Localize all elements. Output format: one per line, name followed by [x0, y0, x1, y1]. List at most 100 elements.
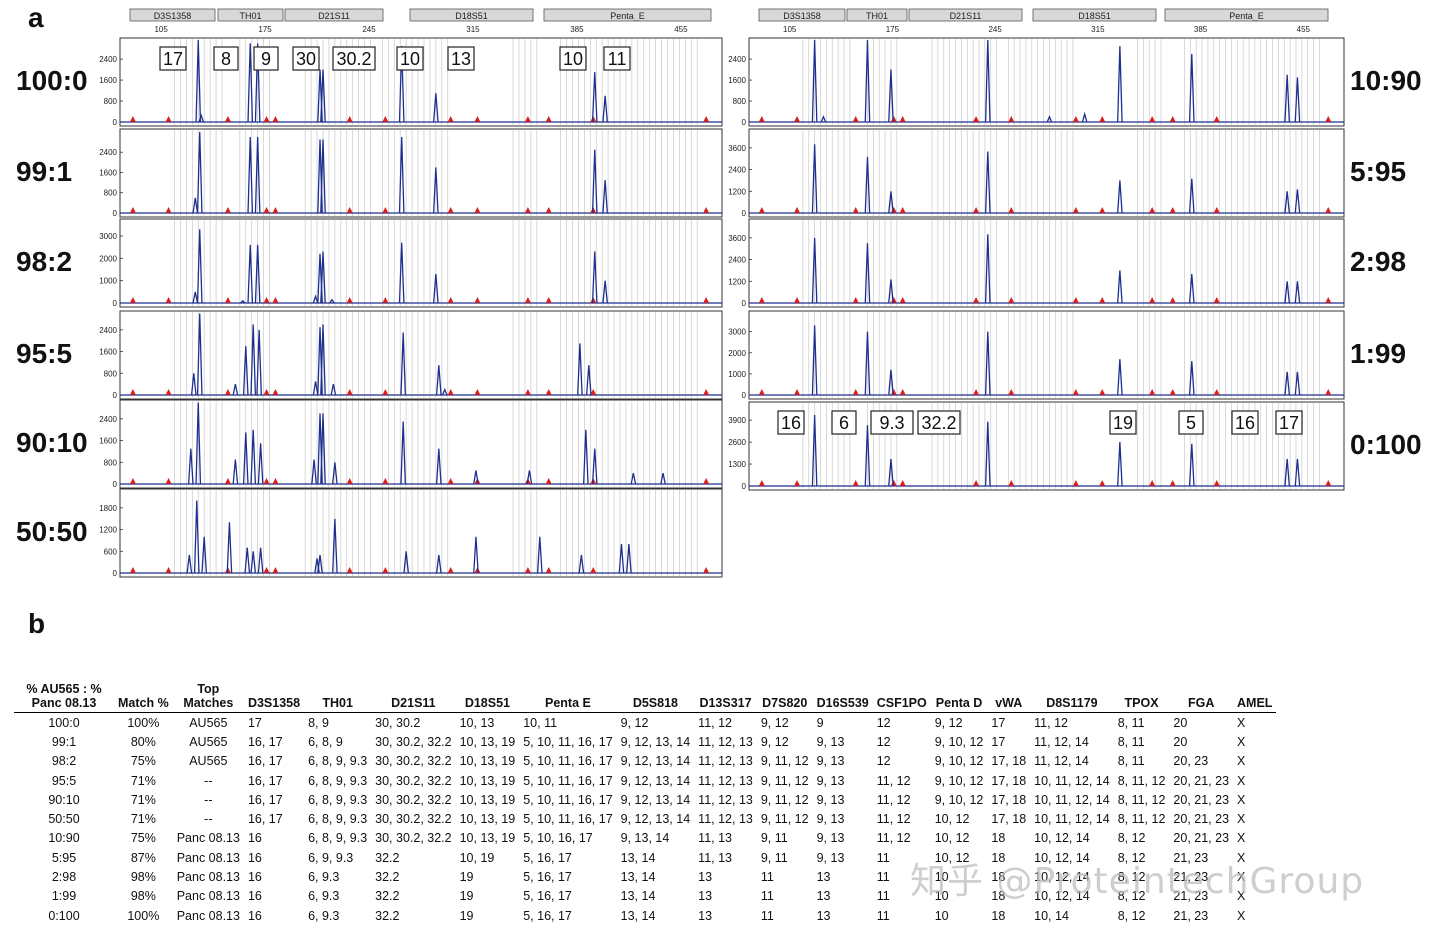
size-standard-marker: [794, 207, 801, 213]
table-cell: 100%: [127, 715, 160, 730]
size-standard-marker: [165, 207, 172, 213]
size-standard-marker: [447, 478, 454, 484]
size-standard-marker: [1149, 297, 1156, 303]
table-cell: 75%: [130, 831, 156, 846]
peak: [591, 72, 598, 123]
peak: [242, 432, 249, 485]
size-standard-marker: [1213, 297, 1220, 303]
peak: [1188, 53, 1195, 123]
table-row: 50:50 71% -- 16, 17 6, 8, 9, 9.3 30, 30.2, 32…: [14, 809, 1276, 828]
table-cell: 2:98: [51, 870, 77, 885]
size-standard-marker: [129, 567, 136, 573]
y-tick-label: 1200: [728, 187, 746, 196]
peak: [398, 242, 405, 304]
peak: [473, 470, 479, 485]
peak: [591, 448, 598, 485]
table-cell: Panc 08.13: [176, 870, 240, 885]
table-cell: 9, 13: [816, 754, 845, 769]
table-cell: 13: [698, 889, 713, 904]
peak: [435, 365, 442, 396]
size-standard-marker: [346, 478, 353, 484]
size-standard-marker: [474, 207, 481, 213]
peak: [247, 136, 254, 214]
table-cell: 10, 13, 19: [459, 734, 516, 749]
table-column-header: D13S317: [694, 682, 757, 713]
size-standard-marker: [346, 567, 353, 573]
table-cell: 9, 13: [816, 831, 845, 846]
table-cell: 20, 21, 23: [1173, 812, 1230, 827]
peak: [232, 459, 239, 485]
table-cell: 5, 10, 16, 17: [523, 831, 593, 846]
size-standard-marker: [524, 116, 531, 122]
electropherogram-panel: 0 1300 2600 3900 16 6 9.3 32.2 19 5 16 17: [728, 401, 1345, 491]
size-standard-marker: [545, 567, 552, 573]
peak: [591, 149, 598, 214]
y-tick-label: 3000: [99, 232, 117, 241]
table-cell: 18: [991, 850, 1006, 865]
peak: [435, 448, 442, 485]
size-standard-marker: [545, 116, 552, 122]
table-cell: 13, 14: [620, 870, 656, 885]
size-standard-marker: [973, 297, 980, 303]
peak: [320, 139, 326, 214]
peak: [630, 473, 637, 485]
table-cell: 100%: [127, 908, 160, 923]
table-cell: 10, 12, 14: [1034, 870, 1090, 885]
peak: [1284, 371, 1291, 396]
panel-frame: [748, 128, 1345, 218]
peak: [398, 136, 405, 214]
table-cell: 8, 12: [1117, 889, 1146, 904]
table-column-header: TPOX: [1113, 682, 1170, 713]
size-standard-marker: [1169, 389, 1176, 395]
size-standard-marker: [852, 297, 859, 303]
size-standard-marker: [794, 480, 801, 486]
table-cell: 10, 12, 14: [1034, 889, 1090, 904]
peak: [398, 45, 405, 123]
table-cell: X: [1237, 889, 1246, 904]
peak: [196, 229, 203, 304]
x-tick-label: 175: [886, 25, 900, 34]
y-tick-label: 1000: [728, 370, 746, 379]
size-standard-marker: [129, 116, 136, 122]
table-cell: 18: [991, 908, 1006, 923]
y-tick-label: 0: [113, 299, 118, 308]
size-standard-marker: [524, 297, 531, 303]
peak: [888, 369, 894, 396]
y-tick-label: 2400: [728, 256, 746, 265]
size-standard-marker: [1213, 116, 1220, 122]
locus-label: TH01: [239, 11, 261, 21]
table-column-header: D21S11: [371, 682, 456, 713]
allele-label: 16: [781, 413, 801, 433]
size-standard-marker: [794, 116, 801, 122]
table-column-header: D8S1179: [1030, 682, 1114, 713]
allele-label: 8: [221, 49, 231, 69]
table-cell: 32.2: [375, 850, 400, 865]
mixture-ratio-label: 100:0: [16, 65, 88, 96]
table-row: 90:10 71% -- 16, 17 6, 8, 9, 9.3 30, 30.2, 32…: [14, 790, 1276, 809]
peak: [1284, 191, 1291, 214]
table-cell: 10, 11: [523, 715, 558, 730]
size-standard-marker: [758, 389, 765, 395]
table-cell: 17, 18: [991, 812, 1027, 827]
table-cell: 20: [1173, 715, 1188, 730]
peak: [1117, 180, 1123, 214]
allele-label-box: [1109, 410, 1137, 435]
table-cell: 10, 13, 19: [459, 831, 516, 846]
table-cell: 11, 13: [698, 831, 732, 846]
peak: [1284, 74, 1291, 123]
size-standard-marker: [852, 480, 859, 486]
size-standard-marker: [224, 478, 231, 484]
peak: [312, 381, 319, 396]
table-cell: 9, 12, 13, 14: [620, 792, 691, 807]
size-standard-marker: [794, 297, 801, 303]
size-standard-marker: [129, 207, 136, 213]
locus-box: [1032, 8, 1157, 22]
table-cell: 5:95: [51, 850, 77, 865]
size-standard-marker: [474, 389, 481, 395]
peak: [433, 273, 439, 304]
y-tick-label: 800: [104, 458, 118, 467]
table-column-header: D5S818: [616, 682, 695, 713]
table-cell: 5, 10, 11, 16, 17: [523, 792, 613, 807]
table-cell: 100:0: [48, 715, 80, 730]
y-tick-label: 1000: [99, 277, 117, 286]
